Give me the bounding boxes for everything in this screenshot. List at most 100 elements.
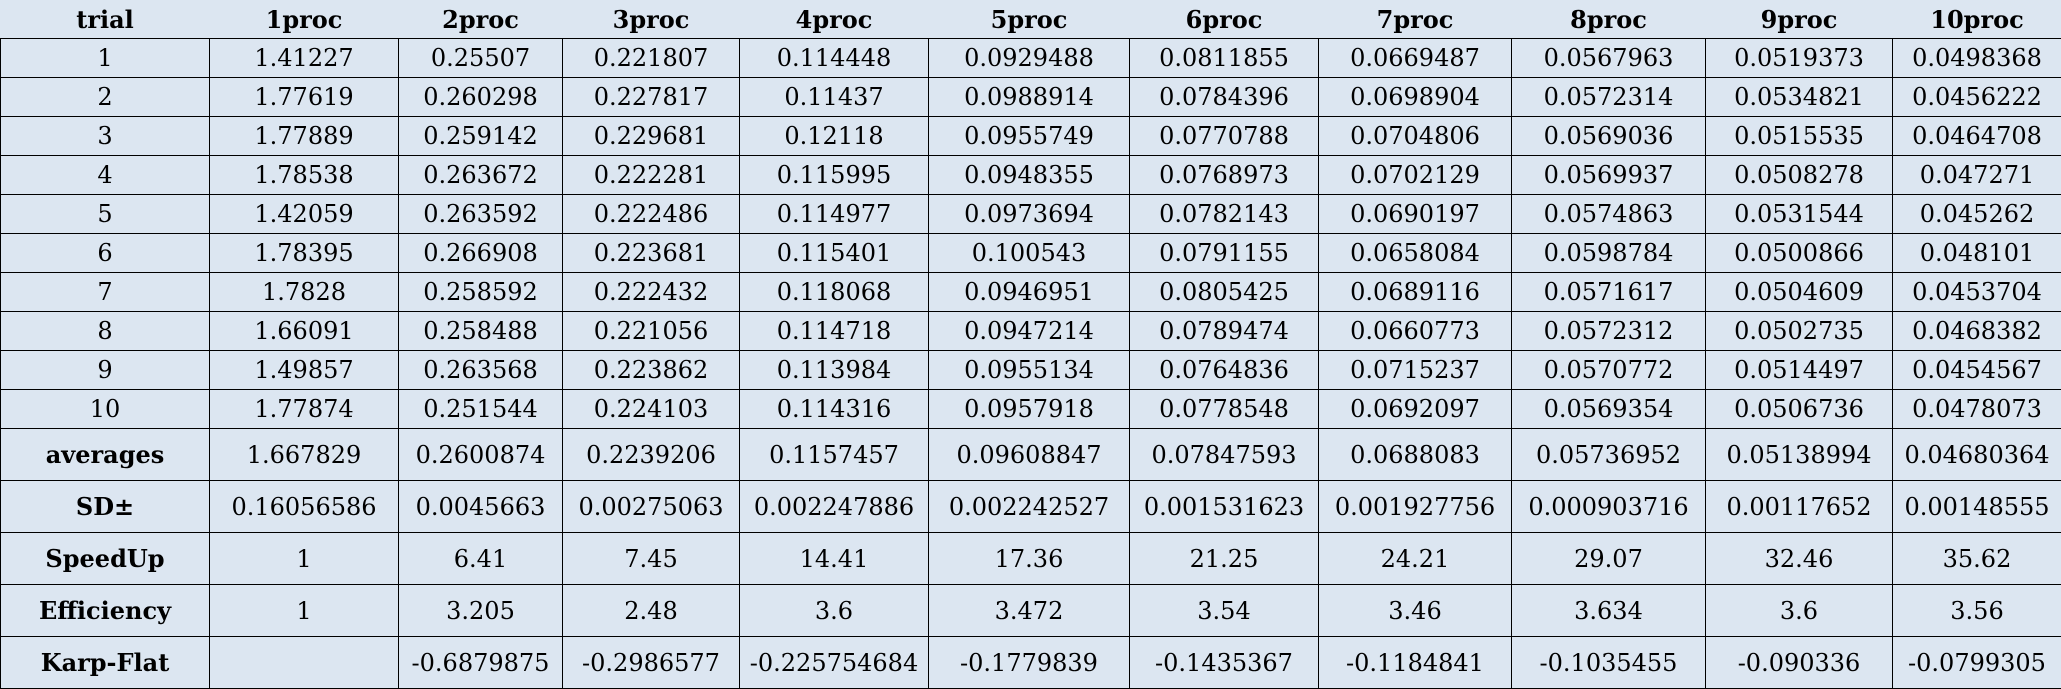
table-cell: 7.45 <box>563 533 740 585</box>
table-cell: 0.0534821 <box>1706 78 1893 117</box>
table-cell: 0.0571617 <box>1512 273 1706 312</box>
table-cell: -0.1184841 <box>1319 637 1512 689</box>
table-cell: 0.0531544 <box>1706 195 1893 234</box>
table-cell: 0.045262 <box>1893 195 2061 234</box>
table-cell: 0.0692097 <box>1319 390 1512 429</box>
table-cell: 0.0973694 <box>929 195 1130 234</box>
table-cell: 0.0789474 <box>1130 312 1319 351</box>
table-cell: 0.12118 <box>740 117 929 156</box>
header-9proc: 9proc <box>1706 0 1893 39</box>
header-4proc: 4proc <box>740 0 929 39</box>
table-cell: 0.0502735 <box>1706 312 1893 351</box>
table-cell: 0.0515535 <box>1706 117 1893 156</box>
trial-number: 9 <box>1 351 210 390</box>
table-cell: 0.0929488 <box>929 39 1130 78</box>
table-cell: 0.0464708 <box>1893 117 2061 156</box>
table-cell: 0.0660773 <box>1319 312 1512 351</box>
header-10proc: 10proc <box>1893 0 2061 39</box>
table-cell: 0.0569937 <box>1512 156 1706 195</box>
table-cell: 0.0478073 <box>1893 390 2061 429</box>
table-cell: 0.0504609 <box>1706 273 1893 312</box>
table-cell: 0.0498368 <box>1893 39 2061 78</box>
table-cell: 0.0778548 <box>1130 390 1319 429</box>
table-cell: 0.114718 <box>740 312 929 351</box>
table-cell: 0.0698904 <box>1319 78 1512 117</box>
table-cell: -0.0799305 <box>1893 637 2061 689</box>
table-cell: 1.49857 <box>210 351 399 390</box>
table-cell: 0.221807 <box>563 39 740 78</box>
table-cell: 0.260298 <box>399 78 563 117</box>
table-cell: 0.0570772 <box>1512 351 1706 390</box>
table-cell: 0.002247886 <box>740 481 929 533</box>
table-cell: 0.0669487 <box>1319 39 1512 78</box>
table-cell: 0.223862 <box>563 351 740 390</box>
table-cell: 0.0784396 <box>1130 78 1319 117</box>
table-cell: 0.0947214 <box>929 312 1130 351</box>
table-cell: 0.05138994 <box>1706 429 1893 481</box>
table-cell: 0.118068 <box>740 273 929 312</box>
table-cell: 0.0811855 <box>1130 39 1319 78</box>
table-cell: 0.0456222 <box>1893 78 2061 117</box>
table-cell: 0.0955134 <box>929 351 1130 390</box>
table-cell: -0.090336 <box>1706 637 1893 689</box>
table-cell: 0.0508278 <box>1706 156 1893 195</box>
table-cell: 0.04680364 <box>1893 429 2061 481</box>
table-cell: 0.0500866 <box>1706 234 1893 273</box>
trial-number: 1 <box>1 39 210 78</box>
trial-number: 4 <box>1 156 210 195</box>
table-cell: 1.66091 <box>210 312 399 351</box>
stat-label: averages <box>1 429 210 481</box>
table-cell: 0.0519373 <box>1706 39 1893 78</box>
table-cell: 0.11437 <box>740 78 929 117</box>
table-cell: 0.0948355 <box>929 156 1130 195</box>
table-cell: 3.54 <box>1130 585 1319 637</box>
table-cell: 0.224103 <box>563 390 740 429</box>
table-cell: 0.07847593 <box>1130 429 1319 481</box>
table-cell: 24.21 <box>1319 533 1512 585</box>
table-cell: 0.000903716 <box>1512 481 1706 533</box>
trial-number: 2 <box>1 78 210 117</box>
table-cell: 0.0045663 <box>399 481 563 533</box>
header-trial: trial <box>1 0 210 39</box>
stat-label: Efficiency <box>1 585 210 637</box>
table-cell: 0.263592 <box>399 195 563 234</box>
table-cell: 0.0506736 <box>1706 390 1893 429</box>
table-cell: 1.667829 <box>210 429 399 481</box>
table-cell: 0.00148555 <box>1893 481 2061 533</box>
table-cell: 0.100543 <box>929 234 1130 273</box>
table-cell: 2.48 <box>563 585 740 637</box>
table-cell: 0.221056 <box>563 312 740 351</box>
header-8proc: 8proc <box>1512 0 1706 39</box>
table-cell: 6.41 <box>399 533 563 585</box>
table-cell: 1.77889 <box>210 117 399 156</box>
table-cell <box>210 637 399 689</box>
table-cell: -0.1035455 <box>1512 637 1706 689</box>
table-cell: 3.472 <box>929 585 1130 637</box>
table-cell: 0.263568 <box>399 351 563 390</box>
table-cell: 0.114316 <box>740 390 929 429</box>
table-cell: 0.115401 <box>740 234 929 273</box>
table-cell: 0.0768973 <box>1130 156 1319 195</box>
table-cell: 0.0690197 <box>1319 195 1512 234</box>
table-cell: 21.25 <box>1130 533 1319 585</box>
stat-label: SD± <box>1 481 210 533</box>
table-cell: 0.0569354 <box>1512 390 1706 429</box>
table-cell: 0.0805425 <box>1130 273 1319 312</box>
table-cell: 0.2600874 <box>399 429 563 481</box>
table-cell: 0.114977 <box>740 195 929 234</box>
table-cell: -0.225754684 <box>740 637 929 689</box>
table-cell: 0.0453704 <box>1893 273 2061 312</box>
table-cell: 0.05736952 <box>1512 429 1706 481</box>
table-cell: 3.6 <box>1706 585 1893 637</box>
table-cell: 0.0454567 <box>1893 351 2061 390</box>
